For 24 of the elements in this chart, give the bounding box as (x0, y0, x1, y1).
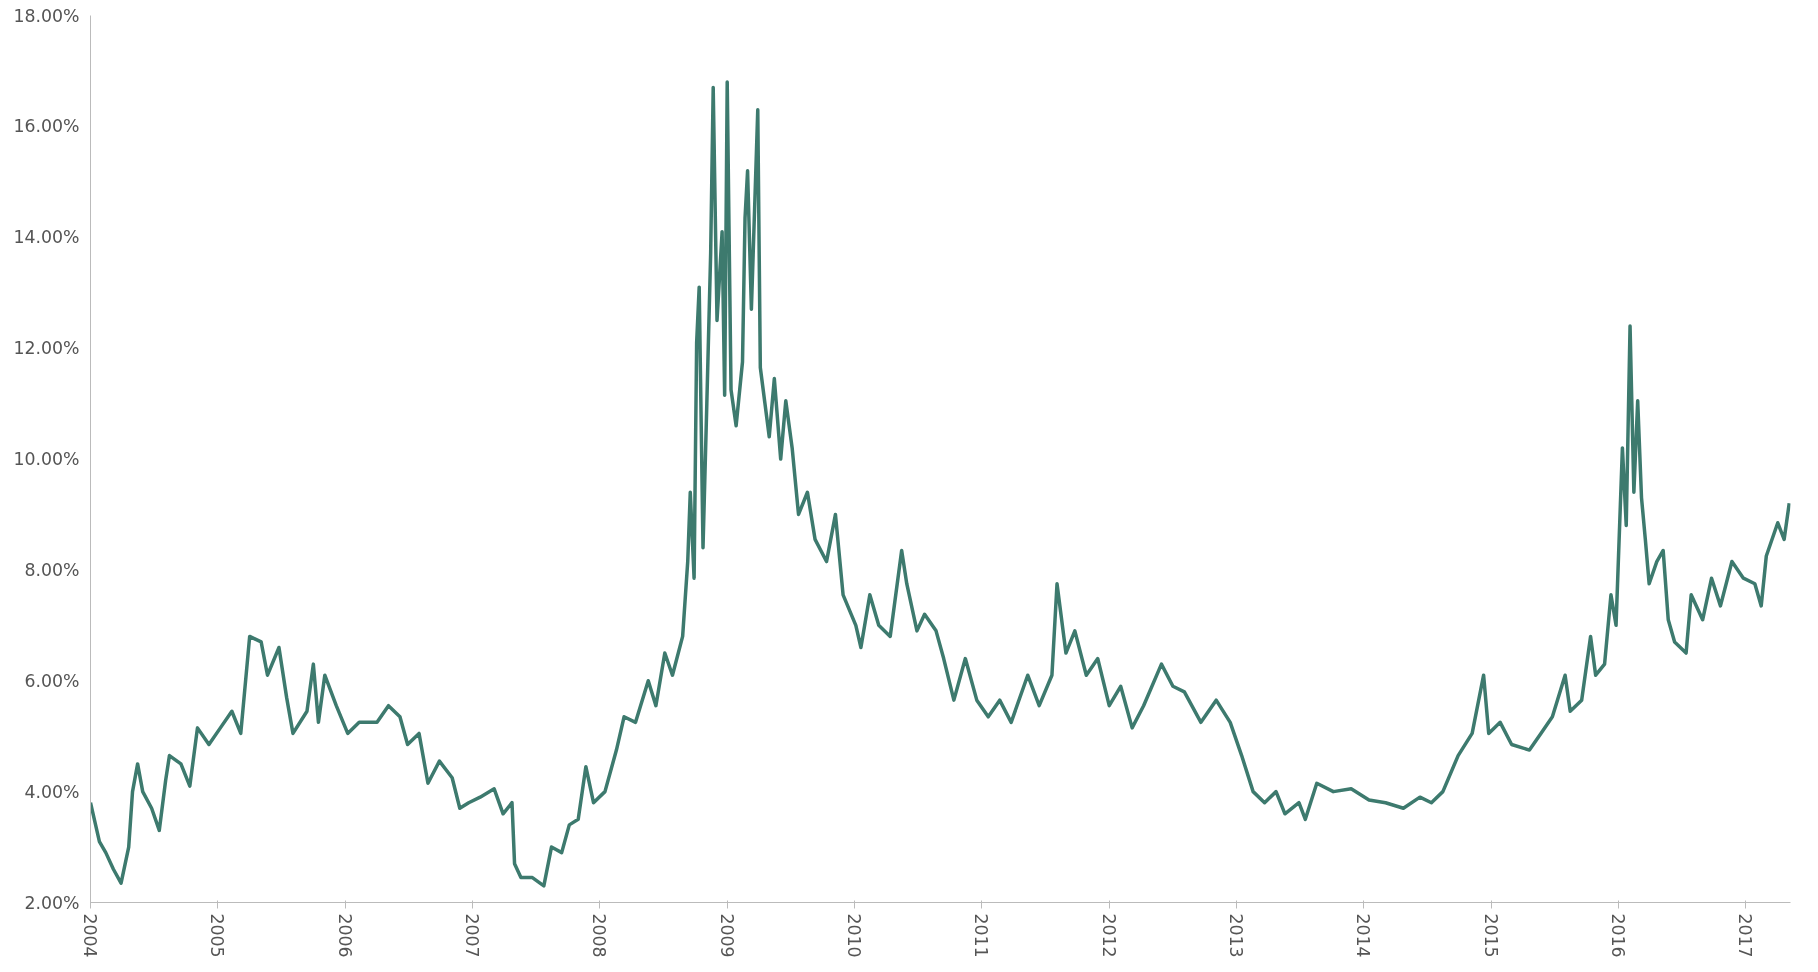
x-tick-label: 2014 (1353, 913, 1374, 958)
y-tick-label: 6.00% (24, 670, 80, 691)
x-tick-label: 2017 (1735, 913, 1756, 958)
y-tick-label: 14.00% (13, 227, 80, 248)
y-tick-label: 2.00% (24, 892, 80, 913)
x-tick-label: 2015 (1480, 913, 1501, 958)
y-tick-label: 12.00% (13, 338, 80, 359)
x-tick-label: 2011 (971, 913, 992, 958)
y-tick-label: 18.00% (13, 5, 80, 26)
x-tick-label: 2008 (589, 913, 610, 958)
x-tick-label: 2004 (80, 913, 100, 958)
x-tick-label: 2005 (207, 913, 228, 958)
y-tick-label: 4.00% (24, 781, 80, 802)
x-tick-label: 2006 (334, 913, 355, 958)
y-tick-label: 10.00% (13, 449, 80, 469)
x-tick-label: 2012 (1098, 913, 1119, 958)
x-tick-label: 2009 (716, 913, 737, 958)
y-tick-label: 16.00% (13, 116, 80, 137)
x-tick-label: 2010 (844, 913, 865, 958)
line-series (90, 80, 1791, 888)
x-tick-label: 2013 (1226, 913, 1247, 958)
x-tick-label: 2007 (462, 913, 483, 958)
x-tick-label: 2016 (1608, 913, 1629, 958)
y-tick-label: 8.00% (24, 559, 80, 580)
